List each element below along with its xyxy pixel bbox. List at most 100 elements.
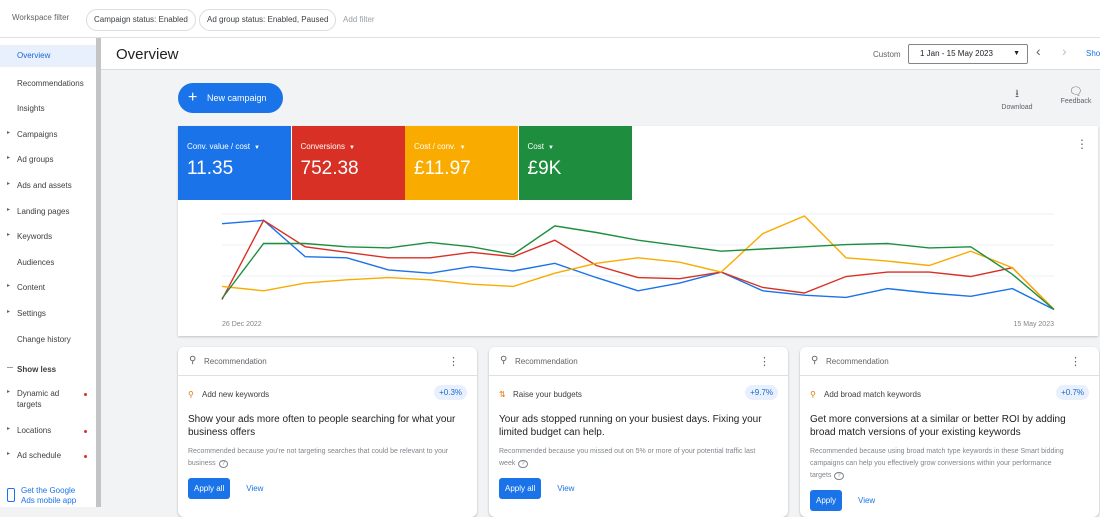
help-icon: ? (834, 472, 844, 480)
title-text: Add new keywords (202, 390, 270, 399)
apply-button[interactable]: Apply all (188, 478, 231, 499)
nav-item[interactable]: ▸ Ad schedule (0, 450, 96, 461)
nav-item[interactable]: Insights (0, 103, 96, 114)
nav-item[interactable]: ▸ Settings (0, 308, 96, 319)
metric-tile[interactable]: Cost / conv. ▼ £11.97 (405, 126, 518, 200)
alert-dot (84, 393, 87, 396)
metric-value: £9K (527, 158, 562, 179)
line-chart: 26 Dec 2022 15 May 2023 (221, 213, 1055, 328)
nav-item[interactable]: Change history (0, 334, 96, 345)
title-icon: ⇅ (499, 390, 506, 399)
show-less[interactable]: — Show less (0, 365, 96, 374)
dropdown: ▼ (348, 145, 355, 151)
show-link[interactable]: Sho (1086, 49, 1100, 58)
nav-item[interactable]: ▸ Ads and assets (0, 180, 96, 191)
metric-tile[interactable]: Cost ▼ £9K (518, 126, 632, 200)
card-headline: Get more conversions at a similar or bet… (810, 414, 1066, 438)
card-title: ⚲ Add new keywords +0.3% (188, 385, 477, 400)
apply-button[interactable]: Apply all (499, 478, 542, 499)
apply-button[interactable]: Apply (810, 490, 843, 511)
nav-item[interactable]: ▸ Keywords (0, 231, 96, 242)
nav-label: Change history (17, 334, 71, 344)
nav-item[interactable]: ▸ Dynamic ad targets (0, 388, 96, 410)
button-label: New campaign (207, 93, 267, 103)
nav-label: Keywords (17, 232, 53, 242)
filter-chip[interactable]: Campaign status: Enabled (86, 9, 196, 31)
date-range[interactable]: 1 Jan - 15 May 2023 ▼ (908, 44, 1028, 64)
nav-item[interactable]: ▸ Content (0, 282, 96, 293)
nav-item[interactable]: Audiences (0, 257, 96, 268)
nav-item[interactable]: Recommendations (0, 78, 96, 89)
nav-label: Insights (17, 104, 45, 114)
feedback-button[interactable]: 🗨 Feedback (1060, 86, 1092, 105)
expand-arrow: ▸ (7, 206, 11, 213)
new-campaign-button[interactable]: + New campaign (178, 83, 283, 113)
nav-item[interactable]: ▸ Locations (0, 425, 96, 436)
series-line (221, 219, 1055, 311)
nav-label: Campaigns (17, 129, 58, 139)
nav-item[interactable]: Overview (0, 45, 96, 67)
card-title: ⇅ Raise your budgets +9.7% (499, 385, 788, 400)
expand-arrow: ▸ (7, 451, 11, 457)
series-line (221, 215, 1055, 310)
help-icon: ? (518, 460, 528, 468)
nav-item[interactable]: ▸ Ad groups (0, 154, 96, 165)
impact-badge: +9.7% (745, 385, 778, 400)
metric-tile[interactable]: Conv. value / cost ▼ 11.35 (178, 126, 291, 200)
card-label: Recommendation (204, 357, 267, 366)
app-link[interactable]: Get the Google Ads mobile app (0, 486, 80, 506)
reason-text: Recommended because using broad match ty… (810, 448, 1064, 479)
next-button[interactable]: › (1062, 43, 1067, 59)
card-menu[interactable]: ⋮ (1070, 356, 1081, 368)
bulb-icon: ⚲ (500, 355, 508, 366)
nav-label: Ads and assets (17, 181, 72, 190)
card-header: ⚲ Recommendation ⋮ (800, 347, 1099, 376)
view-link[interactable]: View (557, 484, 575, 493)
button-label: Feedback (1060, 98, 1092, 105)
card-menu[interactable]: ⋮ (759, 356, 770, 368)
impact-badge: +0.3% (434, 385, 467, 400)
prev-button[interactable]: ‹ (1036, 43, 1041, 59)
card-header: ⚲ Recommendation ⋮ (178, 347, 477, 376)
title-icon: ⚲ (188, 390, 194, 399)
grid (222, 213, 1054, 277)
view-link[interactable]: View (858, 496, 876, 505)
card-buttons: Apply View (810, 490, 1099, 511)
metric-name: Cost ▼ (528, 142, 623, 151)
impact-badge: +0.7% (1056, 385, 1089, 400)
recommendation-card: ⚲ Recommendation ⋮ ⚲ Add broad match keyword… (800, 347, 1099, 517)
button-label: Download (1001, 104, 1033, 111)
reason-text: Recommended because you missed out on 5%… (499, 448, 756, 467)
download-button[interactable]: ⭳ Download (1001, 88, 1033, 111)
metric-tile[interactable]: Conversions ▼ 752.38 (291, 126, 405, 200)
nav-label: Dynamic ad targets (17, 389, 60, 409)
card-buttons: Apply all View (499, 478, 788, 499)
title-text: Add broad match keywords (824, 390, 921, 399)
more-menu[interactable]: ⋮ (1076, 137, 1088, 151)
reason-text: Recommended because you're not targeting… (188, 448, 449, 467)
metric-value: £11.97 (414, 158, 471, 179)
card-buttons: Apply all View (188, 478, 477, 499)
nav-label: Get the Google Ads mobile app (21, 486, 77, 505)
chart-card: Conv. value / cost ▼ 11.35 Conversions ▼ 752.… (178, 126, 1098, 336)
nav-label: Show less (17, 365, 57, 374)
card-menu[interactable]: ⋮ (448, 356, 459, 368)
nav-item[interactable]: ▸ Campaigns (0, 129, 96, 140)
card-reason: Recommended because using broad match ty… (810, 446, 1087, 482)
nav-label: Settings (17, 309, 46, 318)
card-title: ⚲ Add broad match keywords +0.7% (810, 385, 1099, 400)
card-label: Recommendation (826, 357, 889, 366)
metric-value: 11.35 (187, 158, 234, 179)
view-link[interactable]: View (246, 484, 264, 493)
dropdown: ▼ (547, 145, 554, 151)
filter-chip[interactable]: Ad group status: Enabled, Paused (199, 9, 337, 31)
series-name: Cost (527, 142, 544, 151)
bulb-icon: ⚲ (811, 355, 819, 366)
nav-item[interactable]: ▸ Landing pages (0, 206, 96, 217)
date-range-text: 1 Jan - 15 May 2023 (920, 49, 993, 58)
expand-arrow: ▸ (7, 181, 11, 187)
nav-label: Locations (17, 426, 52, 435)
metric-name: Conversions ▼ (301, 142, 396, 151)
recommendation-card: ⚲ Recommendation ⋮ ⚲ Add new keywords +0.3% Sh… (178, 347, 477, 517)
add-filter[interactable]: Add filter (343, 15, 375, 24)
